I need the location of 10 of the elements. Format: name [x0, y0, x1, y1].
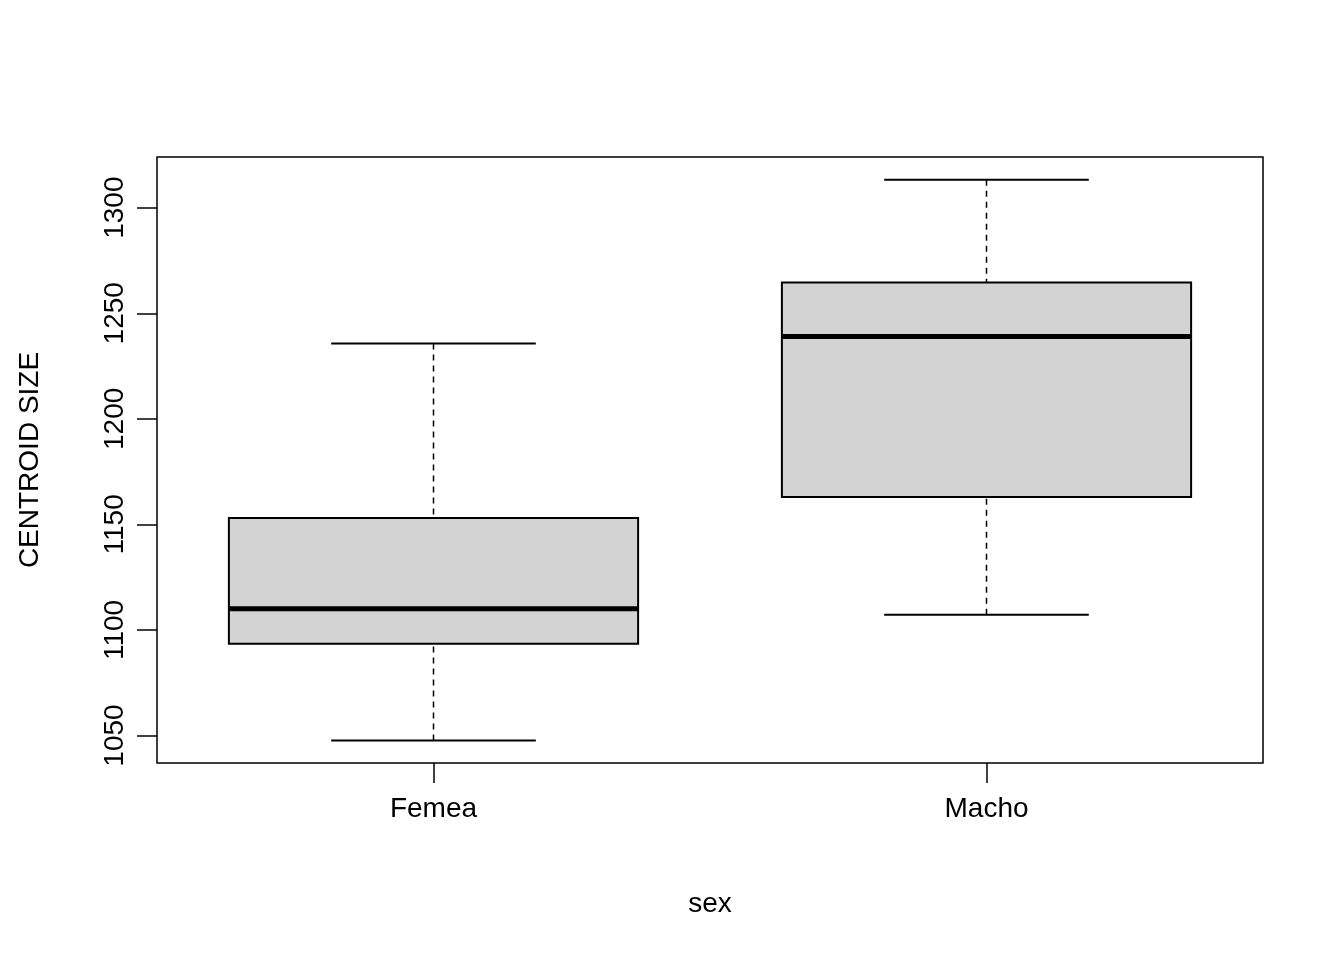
- y-tick-label: 1250: [97, 282, 129, 345]
- y-tick-label: 1150: [97, 494, 129, 555]
- y-tick-label: 1200: [97, 387, 129, 450]
- x-tick-label: Macho: [944, 791, 1029, 823]
- y-tick-label: 1300: [97, 176, 129, 239]
- x-axis-title: sex: [688, 886, 732, 918]
- x-tick-label: Femea: [389, 791, 478, 823]
- y-tick-label: 1100: [97, 599, 129, 661]
- y-axis-title: CENTROID SIZE: [12, 351, 44, 569]
- y-tick-label: 1050: [97, 704, 129, 767]
